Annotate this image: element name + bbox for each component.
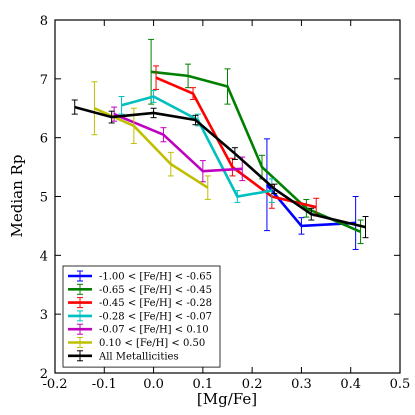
x-tick-label-7: 0.5: [390, 377, 411, 392]
legend: -1.00 < [Fe/H] < -0.65 -0.65 < [Fe/H] < -…: [62, 265, 221, 368]
x-tick-label-0: -0.2: [42, 377, 67, 392]
series-6: [71, 99, 369, 239]
series-0: [263, 138, 359, 250]
y-tick-label-0: 2: [40, 367, 48, 382]
legend-label-5: 0.10 < [Fe/H] < 0.50: [99, 338, 205, 349]
legend-label-0: -1.00 < [Fe/H] < -0.65: [99, 272, 212, 283]
series-line-3: [121, 95, 273, 198]
y-tick-label-2: 4: [40, 249, 48, 264]
x-tick-label-5: 0.3: [291, 377, 312, 392]
y-axis-label: Median Rp: [8, 155, 26, 238]
legend-label-4: -0.07 < [Fe/H] < 0.10: [99, 325, 209, 336]
y-tick-label-1: 3: [40, 308, 48, 323]
y-tick-label-3: 5: [40, 191, 48, 206]
x-tick-label-1: -0.1: [92, 377, 117, 392]
x-tick-label-3: 0.1: [193, 377, 214, 392]
x-tick-label-2: 0.0: [143, 377, 164, 392]
y-tick-label-6: 8: [40, 14, 48, 29]
x-tick-label-6: 0.4: [340, 377, 361, 392]
series-line-1: [150, 70, 362, 233]
series-layer: [71, 38, 369, 250]
legend-label-2: -0.45 < [Fe/H] < -0.28: [99, 298, 212, 309]
y-tick-label-5: 7: [40, 73, 48, 88]
series-3: [118, 90, 275, 203]
series-line-6: [74, 105, 366, 229]
ticks-layer: -0.2 -0.1 0.0 0.1 0.2 0.3 0.4 0.5 2 3 4 5 6 7 8: [40, 14, 411, 392]
x-tick-label-4: 0.2: [242, 377, 263, 392]
x-axis-label: [Mg/Fe]: [197, 390, 257, 408]
series-line-4: [113, 112, 243, 173]
legend-label-3: -0.28 < [Fe/H] < -0.07: [99, 311, 212, 322]
series-1: [148, 38, 364, 245]
series-line-2: [155, 76, 317, 209]
y-tick-label-4: 6: [40, 132, 48, 147]
legend-label-6: All Metallicities: [98, 351, 179, 362]
legend-label-1: -0.65 < [Fe/H] < -0.45: [99, 285, 212, 296]
